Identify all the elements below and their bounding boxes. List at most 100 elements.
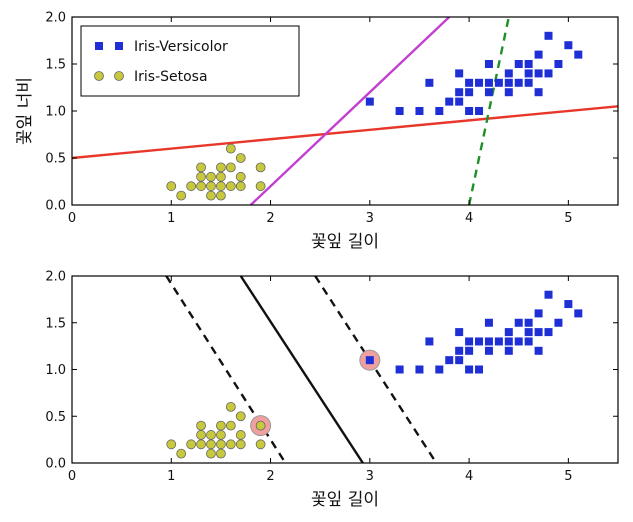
decision-line-1	[239, 276, 364, 463]
point-setosa-5	[196, 430, 206, 440]
series-2	[166, 143, 266, 201]
point-versicolor-10	[465, 107, 474, 115]
y-axis-label: 꽃잎 너비	[15, 77, 35, 145]
point-versicolor-32	[554, 318, 563, 327]
y-tick-label: 0.0	[45, 199, 66, 214]
plot-panel-1: 0 1 2 3 4 5 0.0 0.5 1.0 1.5 2.0 꽃잎 길이 꽃잎 너비 Iris-Vers…	[15, 11, 619, 252]
point-versicolor-6	[445, 97, 454, 106]
point-setosa-8	[206, 181, 216, 192]
point-versicolor-24	[524, 78, 533, 87]
legend-label: Iris-Setosa	[134, 69, 208, 85]
x-tick-label: 1	[167, 211, 175, 226]
point-setosa-7	[206, 448, 216, 459]
point-versicolor-26	[524, 60, 533, 68]
x-tick-label: 5	[564, 469, 572, 484]
point-setosa-12	[216, 430, 226, 440]
point-versicolor-23	[514, 60, 523, 68]
point-versicolor-8	[455, 346, 464, 355]
point-setosa-11	[216, 439, 226, 450]
decision-line-1	[72, 105, 618, 160]
point-versicolor-7	[455, 356, 464, 365]
point-setosa-18	[235, 171, 246, 182]
point-setosa-19	[235, 411, 246, 422]
y-tick-label: 2.0	[45, 270, 66, 285]
point-setosa-15	[225, 420, 236, 431]
y-tick-label: 0.5	[45, 152, 66, 167]
point-setosa-17	[235, 439, 246, 450]
point-setosa-20	[255, 439, 266, 450]
point-versicolor-13	[475, 365, 484, 374]
x-tick-label: 4	[465, 211, 473, 226]
point-versicolor-21	[504, 69, 513, 78]
point-versicolor-30	[544, 328, 553, 337]
decision-line-3	[314, 276, 438, 463]
point-versicolor-17	[484, 318, 493, 327]
y-tick-label: 1.5	[45, 58, 66, 73]
point-setosa-18	[235, 430, 246, 440]
point-versicolor-5	[435, 107, 444, 115]
point-versicolor-25	[524, 328, 533, 337]
point-setosa-5	[196, 171, 206, 182]
legend-marker-setosa	[94, 71, 104, 81]
y-tick-label: 1.0	[45, 363, 66, 378]
x-tick-label: 1	[167, 469, 175, 484]
point-versicolor-1	[365, 356, 374, 365]
point-versicolor-21	[504, 328, 513, 337]
series-1	[365, 31, 583, 115]
x-axis-label: 꽃잎 길이	[311, 232, 379, 252]
decision-line-3	[467, 17, 510, 205]
point-setosa-21	[255, 420, 266, 431]
point-versicolor-31	[544, 290, 553, 299]
x-tick-label: 0	[68, 469, 76, 484]
point-versicolor-16	[484, 78, 493, 87]
point-versicolor-22	[514, 78, 523, 87]
point-versicolor-17	[484, 60, 493, 68]
point-versicolor-2	[395, 107, 404, 115]
decision-lines	[72, 17, 618, 205]
point-versicolor-26	[524, 318, 533, 327]
point-setosa-21	[255, 162, 266, 173]
x-axis-label: 꽃잎 길이	[311, 490, 379, 510]
point-versicolor-29	[534, 309, 543, 318]
y-tick-label: 1.5	[45, 316, 66, 331]
point-versicolor-20	[504, 337, 513, 346]
point-versicolor-29	[534, 50, 543, 59]
point-versicolor-18	[494, 337, 503, 346]
point-versicolor-33	[564, 300, 573, 309]
point-versicolor-33	[564, 41, 573, 50]
point-setosa-9	[206, 430, 216, 440]
point-versicolor-34	[574, 50, 583, 59]
point-versicolor-19	[504, 346, 513, 355]
point-setosa-3	[186, 181, 197, 192]
point-versicolor-5	[435, 365, 444, 374]
point-versicolor-31	[544, 31, 553, 40]
point-versicolor-3	[415, 365, 424, 374]
point-setosa-20	[255, 181, 266, 192]
point-versicolor-24	[524, 337, 533, 346]
x-tick-label: 3	[366, 211, 374, 226]
point-versicolor-3	[415, 107, 424, 115]
point-setosa-4	[196, 439, 206, 450]
point-setosa-19	[235, 153, 246, 163]
y-tick-label: 1.0	[45, 105, 66, 120]
point-versicolor-19	[504, 88, 513, 97]
point-setosa-13	[216, 420, 226, 431]
point-versicolor-8	[455, 88, 464, 97]
point-setosa-6	[196, 420, 206, 431]
point-versicolor-4	[425, 78, 434, 87]
point-versicolor-9	[455, 69, 464, 78]
point-setosa-16	[225, 143, 236, 154]
point-setosa-3	[186, 439, 197, 450]
point-versicolor-11	[465, 88, 474, 97]
plot-panel-2: 0 1 2 3 4 5 0.0 0.5 1.0 1.5 2.0 꽃잎 길이	[45, 270, 619, 510]
point-versicolor-15	[484, 88, 493, 97]
point-setosa-9	[206, 171, 216, 182]
point-setosa-14	[225, 439, 236, 450]
point-versicolor-13	[475, 107, 484, 115]
point-setosa-10	[216, 448, 226, 459]
point-setosa-2	[176, 190, 187, 201]
point-versicolor-2	[395, 365, 404, 374]
point-versicolor-1	[365, 97, 374, 106]
point-setosa-14	[225, 181, 236, 192]
